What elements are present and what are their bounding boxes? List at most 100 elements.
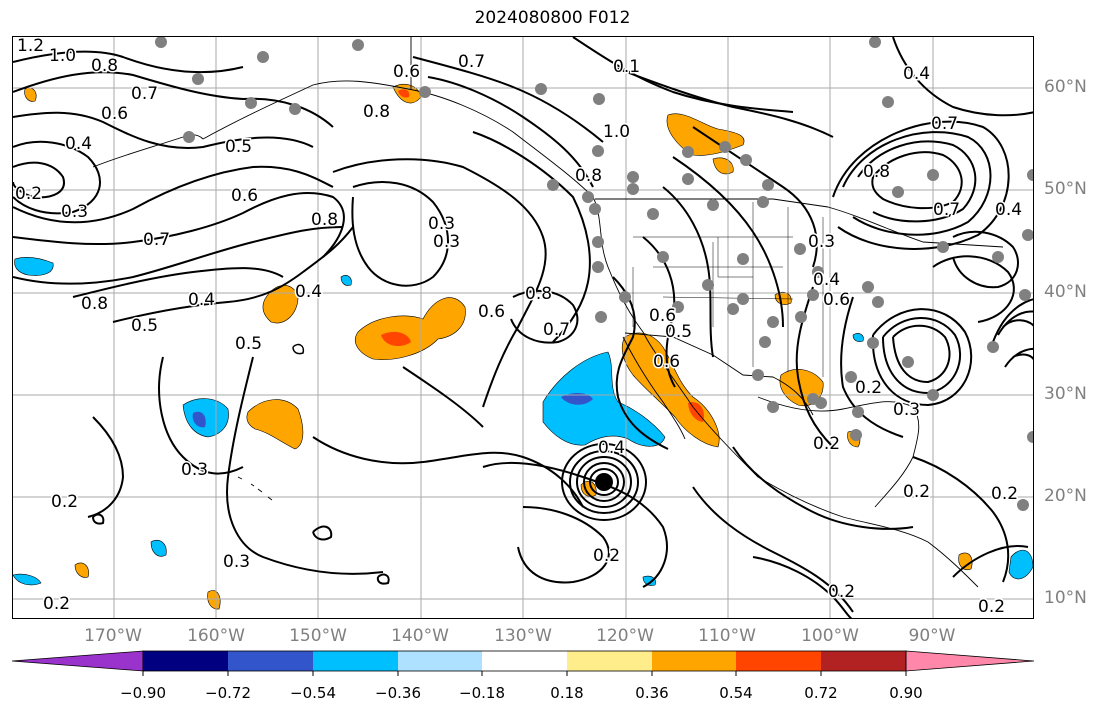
shaded-anomaly-regions bbox=[13, 84, 1033, 610]
latitude-label: 50°N bbox=[1044, 179, 1087, 199]
map-panel: 1.2 1.0 0.8 0.7 0.6 0.5 0.4 0.3 0.2 0.6 … bbox=[12, 36, 1034, 619]
map-canvas: 1.2 1.0 0.8 0.7 0.6 0.5 0.4 0.3 0.2 0.6 … bbox=[13, 37, 1033, 618]
us-canada-border bbox=[595, 198, 1004, 248]
longitude-label: 130°W bbox=[494, 626, 552, 646]
latitude-label: 10°N bbox=[1044, 588, 1087, 608]
aleutian-islands bbox=[92, 134, 204, 168]
contour-label: 0.7 bbox=[543, 320, 570, 340]
north-america-coastline bbox=[202, 80, 979, 588]
contour-label: 0.3 bbox=[893, 400, 920, 420]
negative-anomaly-region bbox=[340, 275, 352, 286]
colorbar-tick-label: −0.54 bbox=[290, 684, 336, 702]
us-mexico-border bbox=[624, 332, 814, 416]
longitude-label: 140°W bbox=[391, 626, 449, 646]
colorbar-swatch bbox=[736, 651, 821, 671]
negative-anomaly-region bbox=[13, 573, 42, 586]
positive-anomaly-region bbox=[24, 87, 37, 102]
colorbar-tick-label: −0.36 bbox=[375, 684, 421, 702]
station-markers bbox=[155, 37, 1033, 511]
colorbar-swatch bbox=[11, 650, 144, 672]
contour-label: 0.2 bbox=[855, 378, 882, 398]
colorbar-tick-label: 0.18 bbox=[550, 684, 584, 702]
baja-california-coastline bbox=[622, 336, 686, 440]
colorbar-ticks bbox=[142, 671, 907, 676]
longitude-label: 150°W bbox=[289, 626, 347, 646]
contour-label: 0.3 bbox=[433, 232, 460, 252]
negative-anomaly-region bbox=[542, 351, 666, 447]
contour-label: 0.8 bbox=[81, 294, 108, 314]
contour-label: 0.7 bbox=[458, 52, 485, 72]
contour-label: 0.3 bbox=[223, 552, 250, 572]
colorbar-swatch bbox=[905, 650, 1035, 672]
negative-anomaly-region bbox=[642, 575, 656, 586]
colorbar-tick-label: −0.90 bbox=[120, 684, 166, 702]
positive-anomaly-region bbox=[398, 89, 410, 98]
contour-label: 0.2 bbox=[593, 546, 620, 566]
positive-anomaly-region bbox=[246, 399, 304, 450]
contour-label: 0.4 bbox=[903, 64, 930, 84]
contour-label: 0.3 bbox=[808, 232, 835, 252]
contour-label: 0.4 bbox=[598, 438, 625, 458]
contour-label: 0.5 bbox=[225, 137, 252, 157]
contour-label: 1.2 bbox=[17, 37, 44, 56]
positive-anomaly-region bbox=[688, 402, 704, 422]
colorbar-tick-label: −0.18 bbox=[459, 684, 505, 702]
contour-label: 0.8 bbox=[575, 166, 602, 186]
contour-label: 0.2 bbox=[978, 597, 1005, 617]
longitude-label: 170°W bbox=[84, 626, 142, 646]
positive-anomaly-region bbox=[958, 552, 973, 570]
negative-anomaly-region bbox=[192, 411, 206, 428]
colorbar-swatch bbox=[398, 651, 482, 671]
contour-label: 0.3 bbox=[428, 214, 455, 234]
contour-label: 0.7 bbox=[131, 84, 158, 104]
positive-anomaly-region bbox=[774, 291, 792, 305]
contour-label: 0.4 bbox=[995, 200, 1022, 220]
contour-label: 0.8 bbox=[311, 210, 338, 230]
colorbar-swatch bbox=[228, 651, 313, 671]
contour-label: 0.5 bbox=[235, 334, 262, 354]
coastlines-and-borders bbox=[92, 37, 1004, 588]
longitude-label: 90°W bbox=[908, 626, 956, 646]
longitude-label: 100°W bbox=[801, 626, 859, 646]
negative-anomaly-region bbox=[14, 257, 54, 276]
lat-lon-grid bbox=[13, 37, 1033, 618]
contour-labels: 1.2 1.0 0.8 0.7 0.6 0.5 0.4 0.3 0.2 0.6 … bbox=[14, 37, 1024, 618]
colorbar bbox=[11, 650, 1035, 676]
contour-label: 0.6 bbox=[101, 104, 128, 124]
contour-label: 0.8 bbox=[363, 102, 390, 122]
positive-anomaly-region bbox=[381, 331, 411, 347]
contour-label: 0.4 bbox=[813, 270, 840, 290]
positive-anomaly-region bbox=[621, 332, 720, 448]
contour-label: 0.4 bbox=[188, 290, 215, 310]
contour-label: 0.8 bbox=[525, 284, 552, 304]
contour-label: 0.2 bbox=[51, 492, 78, 512]
contour-label: 1.0 bbox=[49, 46, 76, 66]
contour-label: 0.7 bbox=[933, 200, 960, 220]
contour-label: 0.2 bbox=[15, 184, 42, 204]
contour-label: 0.2 bbox=[991, 484, 1018, 504]
cyclone-contours bbox=[561, 443, 647, 521]
latitude-label: 20°N bbox=[1044, 486, 1087, 506]
longitude-label: 120°W bbox=[596, 626, 654, 646]
contour-label: 0.6 bbox=[393, 62, 420, 82]
negative-anomaly-region bbox=[182, 398, 229, 438]
contour-label: 0.7 bbox=[931, 114, 958, 134]
contour-label: 0.2 bbox=[903, 482, 930, 502]
contour-label: 0.2 bbox=[43, 594, 70, 614]
positive-anomaly-region bbox=[354, 297, 466, 360]
colorbar-swatch bbox=[567, 651, 652, 671]
colorbar-swatch bbox=[143, 651, 228, 671]
latitude-label: 30°N bbox=[1044, 384, 1087, 404]
contour-label: 0.6 bbox=[231, 186, 258, 206]
contour-label: 0.2 bbox=[828, 582, 855, 602]
colorbar-swatch bbox=[482, 651, 567, 671]
colorbar-tick-label: −0.72 bbox=[205, 684, 251, 702]
contour-label: 0.2 bbox=[813, 434, 840, 454]
colorbar-outline bbox=[142, 650, 907, 672]
contour-label: 0.5 bbox=[131, 316, 158, 336]
cyclone-center-marker bbox=[595, 473, 613, 491]
colorbar-tick-label: 0.90 bbox=[889, 684, 923, 702]
negative-anomaly-region bbox=[150, 539, 167, 557]
contour-label: 0.8 bbox=[91, 56, 118, 76]
contour-label: 0.6 bbox=[478, 302, 505, 322]
